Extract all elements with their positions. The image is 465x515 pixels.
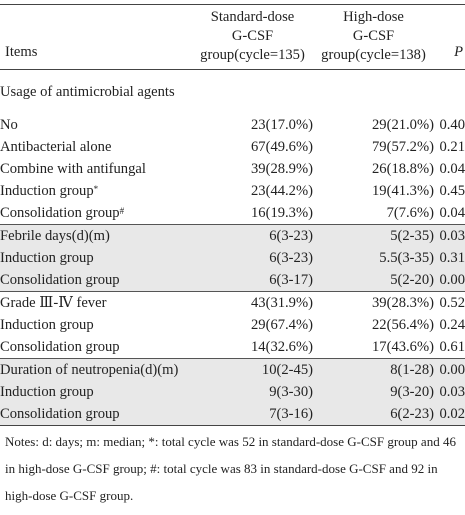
header-standard-dose: Standard-dose G-CSF group(cycle=135) bbox=[200, 9, 305, 63]
cell-p: 0.02 bbox=[434, 403, 465, 426]
cell-standard: 39(28.9%) bbox=[250, 161, 313, 177]
row-label: No bbox=[0, 117, 18, 133]
section-title-row: Duration of neutropenia(d)(m) 10(2-45) 8… bbox=[0, 358, 465, 381]
header-row: Items Standard-dose G-CSF group(cycle=135)… bbox=[0, 4, 465, 70]
cell-p: 0.03 bbox=[434, 224, 465, 247]
row-label: Combine with antifungal bbox=[0, 161, 146, 177]
header-high-dose: High-dose G-CSF group(cycle=138) bbox=[321, 9, 426, 63]
cell-high: 6(2-23) bbox=[313, 403, 434, 426]
row-label: Antibacterial alone bbox=[0, 139, 112, 155]
cell-standard: 7(3-16) bbox=[192, 403, 313, 426]
cell-high: 79(57.2%) bbox=[371, 139, 434, 155]
cell-high: 8(1-28) bbox=[313, 358, 434, 381]
section-title: Usage of antimicrobial agents bbox=[0, 83, 175, 100]
cell-high: 7(7.6%) bbox=[386, 205, 434, 221]
section-title: Duration of neutropenia(d)(m) bbox=[0, 358, 192, 381]
cell-p: 0.61 bbox=[439, 339, 465, 355]
table-row: Consolidation group 7(3-16) 6(2-23) 0.02 bbox=[0, 403, 465, 426]
cell-high: 29(21.0%) bbox=[371, 117, 434, 133]
table-row: Consolidation group 14(32.6%) 17(43.6%) … bbox=[0, 336, 465, 359]
row-label: Induction group bbox=[0, 247, 192, 269]
footnote-mark: # bbox=[119, 206, 125, 216]
row-label: Induction group bbox=[0, 317, 94, 333]
section-title: Grade Ⅲ-Ⅳ fever bbox=[0, 291, 192, 314]
cell-p: 0.52 bbox=[434, 291, 465, 314]
cell-p: 0.04 bbox=[439, 205, 465, 221]
cell-standard: 23(17.0%) bbox=[250, 117, 313, 133]
cell-standard: 23(44.2%) bbox=[250, 183, 313, 199]
results-table: Items Standard-dose G-CSF group(cycle=135)… bbox=[0, 4, 465, 426]
header-items: Items bbox=[5, 44, 38, 60]
header-p: P bbox=[454, 44, 463, 60]
row-label: Induction group bbox=[0, 381, 192, 403]
table-notes: Notes: d: days; m: median; *: total cycl… bbox=[5, 434, 456, 503]
section-title-row: Febrile days(d)(m) 6(3-23) 5(2-35) 0.03 bbox=[0, 224, 465, 247]
row-label: Induction group* bbox=[0, 183, 99, 199]
table-row: Induction group* 23(44.2%) 19(41.3%) 0.4… bbox=[0, 180, 465, 202]
cell-standard: 43(31.9%) bbox=[192, 291, 313, 314]
cell-high: 22(56.4%) bbox=[371, 317, 434, 333]
table-row: Consolidation group# 16(19.3%) 7(7.6%) 0… bbox=[0, 202, 465, 225]
table-row: Induction group 9(3-30) 9(3-20) 0.03 bbox=[0, 381, 465, 403]
table-row: No 23(17.0%) 29(21.0%) 0.40 bbox=[0, 114, 465, 136]
section-title: Febrile days(d)(m) bbox=[0, 224, 192, 247]
cell-p: 0.03 bbox=[434, 381, 465, 403]
row-label: Consolidation group bbox=[0, 269, 192, 292]
cell-p: 0.21 bbox=[439, 139, 465, 155]
footnote-mark: * bbox=[93, 184, 99, 194]
cell-standard: 10(2-45) bbox=[192, 358, 313, 381]
cell-standard: 6(3-17) bbox=[192, 269, 313, 292]
cell-standard: 16(19.3%) bbox=[250, 205, 313, 221]
cell-standard: 14(32.6%) bbox=[250, 339, 313, 355]
table-row: Consolidation group 6(3-17) 5(2-20) 0.00 bbox=[0, 269, 465, 292]
cell-p: 0.24 bbox=[439, 317, 465, 333]
section-title-row: Grade Ⅲ-Ⅳ fever 43(31.9%) 39(28.3%) 0.52 bbox=[0, 291, 465, 314]
cell-high: 26(18.8%) bbox=[371, 161, 434, 177]
row-label: Consolidation group# bbox=[0, 205, 125, 221]
row-label: Consolidation group bbox=[0, 339, 120, 355]
cell-standard: 9(3-30) bbox=[192, 381, 313, 403]
cell-high: 5(2-35) bbox=[313, 224, 434, 247]
cell-p: 0.31 bbox=[434, 247, 465, 269]
cell-high: 5(2-20) bbox=[313, 269, 434, 292]
cell-p: 0.00 bbox=[434, 358, 465, 381]
cell-p: 0.45 bbox=[439, 183, 465, 199]
table-row: Induction group 29(67.4%) 22(56.4%) 0.24 bbox=[0, 314, 465, 336]
table-row: Antibacterial alone 67(49.6%) 79(57.2%) … bbox=[0, 136, 465, 158]
cell-standard: 29(67.4%) bbox=[250, 317, 313, 333]
cell-p: 0.00 bbox=[434, 269, 465, 292]
cell-high: 9(3-20) bbox=[313, 381, 434, 403]
cell-high: 19(41.3%) bbox=[371, 183, 434, 199]
cell-high: 5.5(3-35) bbox=[313, 247, 434, 269]
cell-standard: 67(49.6%) bbox=[250, 139, 313, 155]
table-row: Combine with antifungal 39(28.9%) 26(18.… bbox=[0, 158, 465, 180]
cell-high: 17(43.6%) bbox=[371, 339, 434, 355]
cell-high: 39(28.3%) bbox=[313, 291, 434, 314]
cell-standard: 6(3-23) bbox=[192, 247, 313, 269]
cell-standard: 6(3-23) bbox=[192, 224, 313, 247]
section-title-row: Usage of antimicrobial agents bbox=[0, 70, 465, 115]
row-label: Consolidation group bbox=[0, 403, 192, 426]
cell-p: 0.04 bbox=[439, 161, 465, 177]
table-row: Induction group 6(3-23) 5.5(3-35) 0.31 bbox=[0, 247, 465, 269]
cell-p: 0.40 bbox=[439, 117, 465, 133]
